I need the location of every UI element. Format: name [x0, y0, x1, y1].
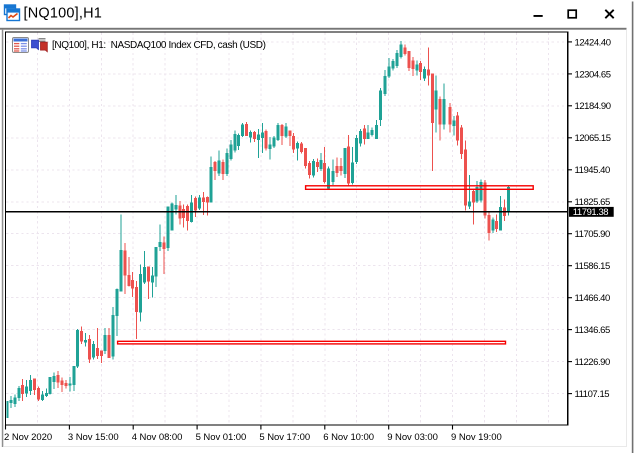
svg-text:11586.15: 11586.15 [575, 261, 610, 272]
svg-text:12184.90: 12184.90 [575, 101, 611, 112]
svg-text:11226.90: 11226.90 [575, 357, 610, 368]
svg-text:11791.38: 11791.38 [573, 207, 608, 218]
svg-text:11346.65: 11346.65 [575, 325, 610, 336]
svg-text:2 Nov 2020: 2 Nov 2020 [4, 432, 52, 443]
svg-text:9 Nov 03:00: 9 Nov 03:00 [387, 432, 438, 443]
svg-text:11945.40: 11945.40 [575, 165, 610, 176]
svg-text:[NQ100], H1: NASDAQ100 Index: [NQ100], H1: NASDAQ100 Index CFD, cash (… [52, 40, 266, 51]
svg-text:6 Nov 10:00: 6 Nov 10:00 [323, 432, 374, 443]
svg-text:9 Nov 19:00: 9 Nov 19:00 [451, 432, 502, 443]
svg-text:12304.65: 12304.65 [575, 69, 611, 80]
svg-text:11466.40: 11466.40 [575, 293, 610, 304]
svg-text:11825.65: 11825.65 [575, 197, 610, 208]
svg-text:11705.90: 11705.90 [575, 229, 610, 240]
svg-text:11107.15: 11107.15 [575, 389, 610, 400]
svg-text:12424.40: 12424.40 [575, 37, 611, 48]
svg-text:12065.15: 12065.15 [575, 133, 611, 144]
svg-text:5 Nov 17:00: 5 Nov 17:00 [259, 432, 310, 443]
svg-text:4 Nov 08:00: 4 Nov 08:00 [132, 432, 183, 443]
svg-text:[NQ100],H1: [NQ100],H1 [24, 6, 103, 22]
svg-text:5 Nov 01:00: 5 Nov 01:00 [196, 432, 247, 443]
svg-text:3 Nov 15:00: 3 Nov 15:00 [68, 432, 119, 443]
